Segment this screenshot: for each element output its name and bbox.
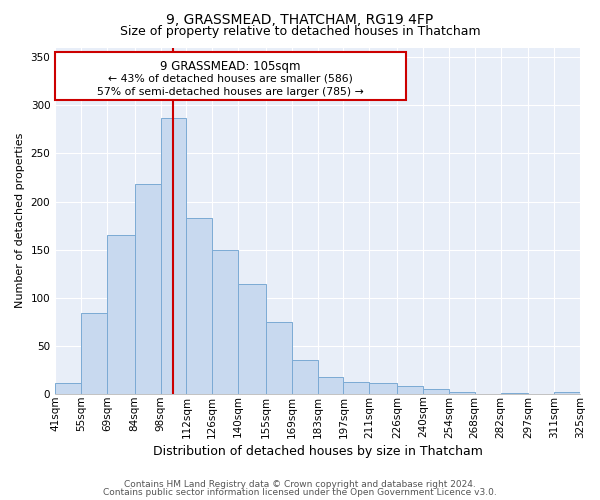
Bar xyxy=(370,384,397,394)
Bar xyxy=(449,392,475,394)
Bar xyxy=(212,250,238,394)
Bar xyxy=(343,382,370,394)
Bar xyxy=(423,389,449,394)
Bar xyxy=(107,235,134,394)
Bar xyxy=(266,322,292,394)
Text: ← 43% of detached houses are smaller (586): ← 43% of detached houses are smaller (58… xyxy=(108,74,353,84)
Text: 57% of semi-detached houses are larger (785) →: 57% of semi-detached houses are larger (… xyxy=(97,87,364,97)
Bar xyxy=(161,118,187,394)
Text: 9, GRASSMEAD, THATCHAM, RG19 4FP: 9, GRASSMEAD, THATCHAM, RG19 4FP xyxy=(166,12,434,26)
Text: Size of property relative to detached houses in Thatcham: Size of property relative to detached ho… xyxy=(119,25,481,38)
Text: Contains HM Land Registry data © Crown copyright and database right 2024.: Contains HM Land Registry data © Crown c… xyxy=(124,480,476,489)
Bar xyxy=(500,393,528,394)
X-axis label: Distribution of detached houses by size in Thatcham: Distribution of detached houses by size … xyxy=(152,444,482,458)
Bar xyxy=(554,392,580,394)
Bar xyxy=(292,360,317,394)
Text: 9 GRASSMEAD: 105sqm: 9 GRASSMEAD: 105sqm xyxy=(160,60,301,73)
Text: Contains public sector information licensed under the Open Government Licence v3: Contains public sector information licen… xyxy=(103,488,497,497)
Bar xyxy=(55,384,81,394)
Bar xyxy=(187,218,212,394)
Y-axis label: Number of detached properties: Number of detached properties xyxy=(15,133,25,308)
Bar xyxy=(81,313,107,394)
Bar xyxy=(238,284,266,394)
Bar xyxy=(397,386,423,394)
Bar xyxy=(317,376,343,394)
FancyBboxPatch shape xyxy=(55,52,406,100)
Bar xyxy=(134,184,161,394)
